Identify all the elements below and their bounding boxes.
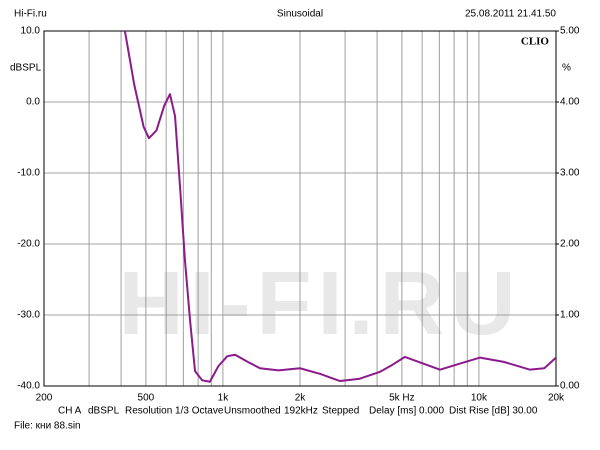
footer-item: Unsmoothed — [224, 406, 281, 417]
y2-tick-label: 0.00 — [560, 381, 580, 392]
y2-tick-label: 3.00 — [560, 168, 580, 179]
footer-item: Dist Rise [dB] 30.00 — [449, 406, 538, 417]
file-name: File: кни 88.sin — [14, 421, 81, 432]
y2-tick-label: 4.00 — [560, 97, 580, 108]
response-curve — [123, 31, 556, 383]
x-tick-label: 20k — [548, 393, 565, 404]
y2-tick-label: 2.00 — [560, 239, 580, 250]
footer-item: Resolution 1/3 Octave — [125, 406, 224, 417]
watermark: HI-FI.RU — [119, 254, 522, 354]
x-tick-label: 10k — [471, 393, 488, 404]
y-tick-label: -40.0 — [17, 381, 40, 392]
y-tick-label: -20.0 — [17, 239, 40, 250]
footer-item: Stepped — [322, 406, 359, 417]
x-tick-label: 1k — [218, 393, 230, 404]
y-tick-label: -30.0 — [17, 310, 40, 321]
footer-item: CH A — [58, 406, 82, 417]
footer: CH A dBSPL Resolution 1/3 Octave Unsmoothed… — [58, 406, 538, 417]
header-right: 25.08.2011 21.41.50 — [465, 9, 556, 20]
header-left: Hi-Fi.ru — [14, 9, 47, 20]
y-tick-label: 10.0 — [21, 26, 41, 37]
header-center: Sinusoidal — [277, 9, 323, 20]
x-tick-label: 5k Hz — [389, 393, 415, 404]
y2-tick-label: 1.00 — [560, 310, 580, 321]
y-tick-label: -10.0 — [17, 168, 40, 179]
y2-tick-label: 5.00 — [560, 26, 580, 37]
plot-frame — [43, 30, 557, 387]
x-tick-label: 2k — [295, 393, 307, 404]
footer-item: dBSPL — [88, 406, 120, 417]
footer-item: 192kHz — [284, 406, 318, 417]
y-axis-label: dBSPL — [10, 63, 42, 74]
x-tick-label: 200 — [36, 393, 53, 404]
y2-axis-label: % — [562, 63, 571, 74]
footer-item: Delay [ms] 0.000 — [369, 406, 444, 417]
y-tick-label: 0.0 — [26, 97, 40, 108]
brand: CLIO — [521, 36, 550, 48]
x-tick-label: 500 — [138, 393, 155, 404]
